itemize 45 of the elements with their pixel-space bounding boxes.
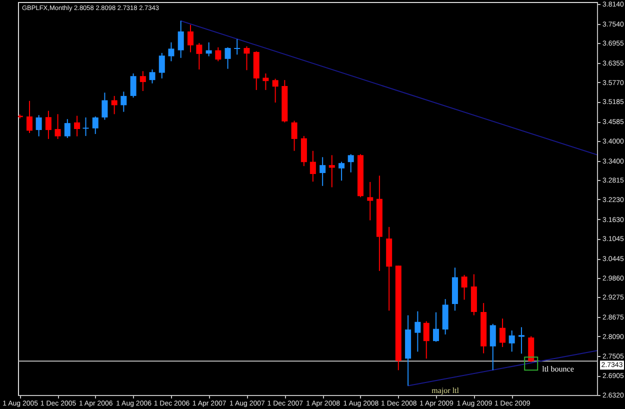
candlestick [518,326,524,354]
candlestick [215,46,222,62]
candlestick [111,95,118,115]
annotation: major ltl [432,386,460,395]
candlestick [74,115,80,137]
candlestick [130,72,136,98]
candlestick [140,70,146,92]
candlestick [187,24,194,53]
candlestick [168,42,174,62]
candlestick [272,78,278,104]
candlestick [300,135,307,167]
candlestick [433,312,440,342]
candlestick [234,38,240,56]
candlestick [461,274,468,300]
candlestick [500,318,506,348]
candlestick [528,336,534,362]
candlestick [262,72,269,90]
candlestick [158,52,165,79]
candlestick [120,91,127,112]
candlestick [64,118,70,138]
candlestick [45,110,52,140]
candlestick [348,154,354,173]
candlestick [82,116,89,136]
candlestick [490,323,496,371]
annotation: ltl bounce [542,364,574,374]
candlestick [224,46,231,70]
candlestick [149,68,156,84]
candlestick [102,92,108,120]
candlestick [291,120,298,152]
candlestick [244,46,250,71]
candlestick [26,100,32,134]
candlestick [367,181,374,221]
candlestick [414,310,421,352]
candlestick [92,116,98,134]
candlestick [36,114,42,137]
candlestick [508,330,515,352]
candlestick [328,154,335,188]
candlestick [54,114,61,140]
candlestick [178,20,184,58]
candlestick [206,42,212,57]
candlestick [320,156,326,186]
candlestick [310,150,316,182]
candlestick [196,42,202,70]
candlestick [423,320,430,360]
candlestick [338,161,345,182]
